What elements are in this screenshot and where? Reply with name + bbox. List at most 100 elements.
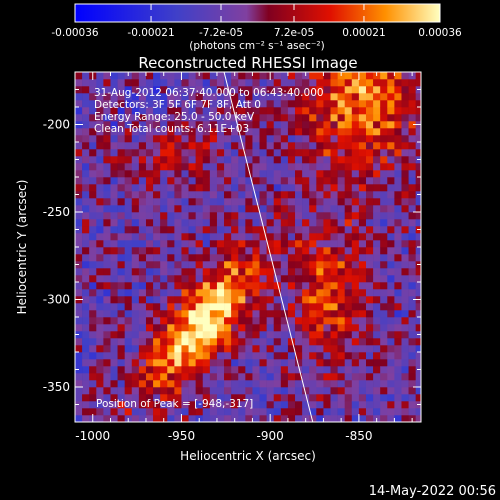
heatmap-cell	[75, 345, 83, 353]
heatmap-cell	[394, 86, 402, 94]
heatmap-cell	[195, 100, 204, 108]
heatmap-cell	[302, 387, 310, 395]
heatmap-cell	[252, 387, 260, 395]
heatmap-cell	[167, 114, 175, 122]
heatmap-cell	[245, 212, 253, 220]
heatmap-cell	[408, 247, 416, 255]
heatmap-cell	[365, 114, 374, 122]
heatmap-cell	[351, 177, 360, 185]
heatmap-cell	[365, 219, 374, 227]
heatmap-cell	[209, 93, 218, 101]
heatmap-cell	[266, 177, 275, 185]
heatmap-cell	[160, 359, 168, 367]
heatmap-cell	[415, 394, 421, 402]
heatmap-cell	[181, 401, 189, 409]
heatmap-cell	[216, 184, 225, 192]
heatmap-cell	[401, 289, 409, 297]
heatmap-cell	[295, 86, 303, 94]
heatmap-cell	[266, 93, 275, 101]
heatmap-cell	[153, 219, 161, 227]
heatmap-cell	[287, 142, 296, 150]
heatmap-cell	[280, 331, 289, 339]
heatmap-cell	[316, 170, 324, 178]
heatmap-cell	[160, 331, 168, 339]
heatmap-cell	[195, 324, 204, 332]
heatmap-cell	[216, 107, 225, 115]
heatmap-cell	[394, 352, 402, 360]
heatmap-cell	[394, 156, 402, 164]
heatmap-cell	[89, 198, 97, 206]
heatmap-cell	[394, 359, 402, 367]
heatmap-cell	[224, 149, 232, 157]
heatmap-cell	[131, 345, 140, 353]
heatmap-cell	[309, 247, 317, 255]
heatmap-cell	[394, 282, 402, 290]
heatmap-cell	[401, 163, 409, 171]
heatmap-cell	[401, 205, 409, 213]
heatmap-cell	[323, 261, 331, 269]
heatmap-cell	[103, 324, 111, 332]
heatmap-cell	[75, 338, 83, 346]
heatmap-cell	[145, 177, 154, 185]
heatmap-cell	[181, 79, 189, 87]
heatmap-cell	[245, 121, 253, 129]
heatmap-cell	[138, 247, 147, 255]
heatmap-cell	[110, 177, 118, 185]
heatmap-cell	[131, 156, 140, 164]
heatmap-cell	[117, 198, 125, 206]
heatmap-cell	[131, 177, 140, 185]
heatmap-cell	[330, 156, 338, 164]
heatmap-cell	[401, 387, 409, 395]
heatmap-cell	[238, 93, 246, 101]
heatmap-cell	[195, 121, 204, 129]
heatmap-cell	[401, 408, 409, 416]
heatmap-cell	[103, 72, 111, 80]
heatmap-cell	[238, 100, 246, 108]
heatmap-cell	[280, 177, 289, 185]
heatmap-cell	[195, 254, 204, 262]
heatmap-cell	[408, 114, 416, 122]
heatmap-cell	[224, 394, 232, 402]
heatmap-cell	[96, 261, 104, 269]
heatmap-cell	[337, 324, 346, 332]
heatmap-cell	[245, 408, 253, 416]
heatmap-cell	[160, 191, 168, 199]
heatmap-cell	[351, 72, 360, 80]
heatmap-cell	[415, 170, 421, 178]
heatmap-cell	[394, 247, 402, 255]
heatmap-cell	[209, 373, 218, 381]
heatmap-cell	[408, 156, 416, 164]
heatmap-cell	[316, 345, 324, 353]
heatmap-cell	[351, 289, 360, 297]
heatmap-cell	[138, 142, 147, 150]
heatmap-cell	[252, 205, 260, 213]
heatmap-cell	[231, 128, 239, 136]
heatmap-cell	[181, 303, 189, 311]
heatmap-cell	[358, 303, 367, 311]
heatmap-cell	[181, 177, 189, 185]
heatmap-cell	[103, 219, 111, 227]
heatmap-cell	[358, 352, 367, 360]
heatmap-cell	[238, 387, 246, 395]
heatmap-cell	[209, 268, 218, 276]
heatmap-cell	[365, 366, 374, 374]
heatmap-cell	[358, 135, 367, 143]
heatmap-cell	[89, 107, 97, 115]
heatmap-cell	[302, 107, 310, 115]
heatmap-cell	[138, 163, 147, 171]
heatmap-cell	[295, 275, 303, 283]
heatmap-cell	[75, 289, 83, 297]
heatmap-cell	[195, 275, 204, 283]
heatmap-cell	[337, 394, 346, 402]
heatmap-cell	[252, 191, 260, 199]
heatmap-cell	[153, 296, 161, 304]
heatmap-cell	[245, 352, 253, 360]
heatmap-cell	[351, 233, 360, 241]
heatmap-cell	[280, 261, 289, 269]
heatmap-cell	[110, 373, 118, 381]
heatmap-cell	[245, 373, 253, 381]
heatmap-cell	[82, 408, 90, 416]
heatmap-cell	[167, 268, 175, 276]
heatmap-cell	[266, 184, 275, 192]
heatmap-cell	[131, 93, 140, 101]
